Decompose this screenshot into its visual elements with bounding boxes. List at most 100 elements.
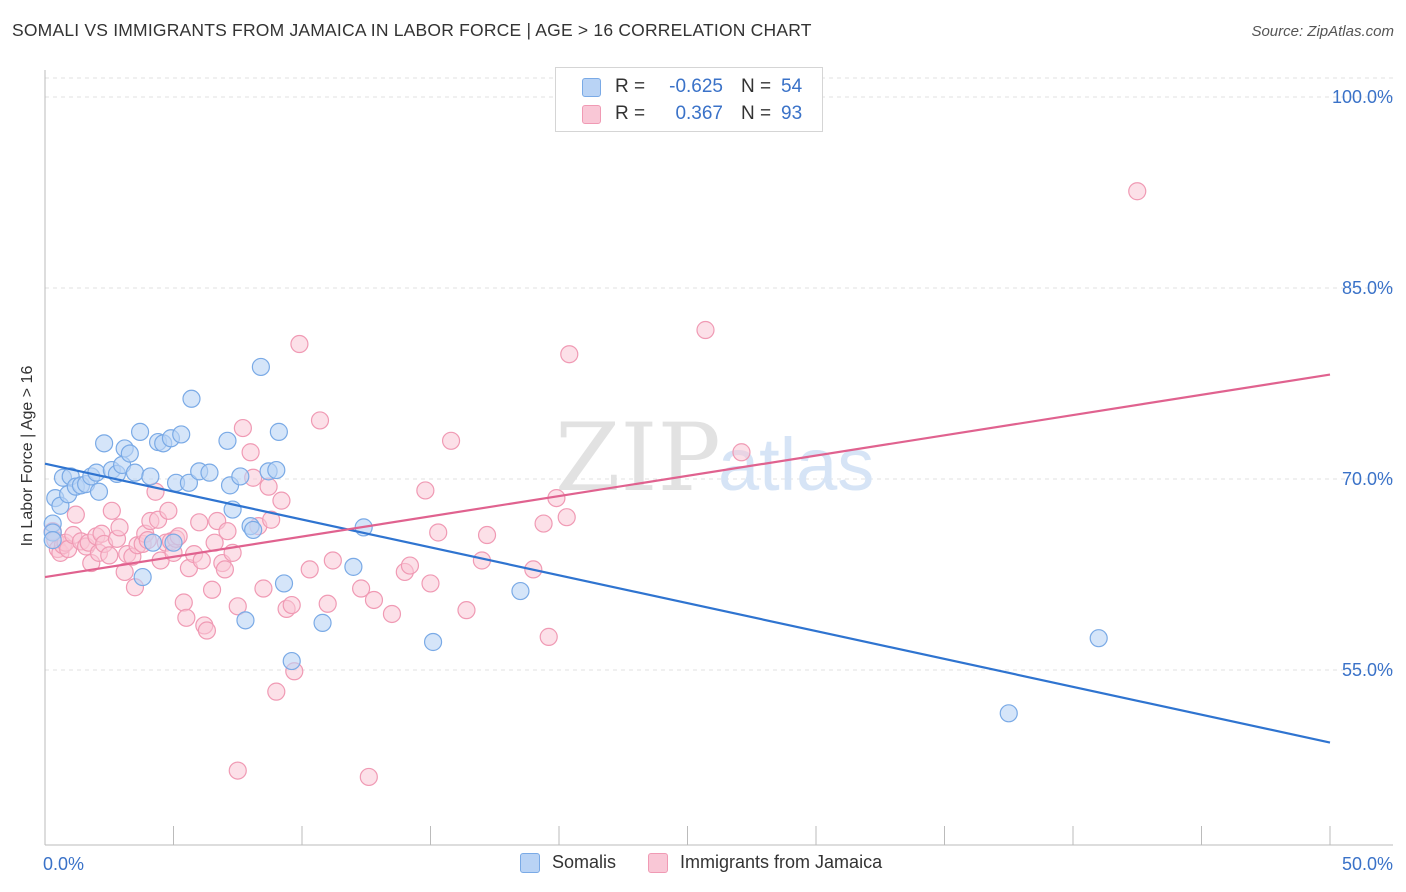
watermark-atlas: atlas <box>718 423 874 506</box>
jamaica-swatch <box>582 104 601 124</box>
jamaica-point <box>262 510 281 529</box>
gridlines <box>45 77 1393 671</box>
somalis-point <box>133 567 152 587</box>
axes <box>44 70 1393 846</box>
jamaica-point <box>202 580 222 599</box>
somalis-point <box>125 463 145 482</box>
y-tick-label: 100.0% <box>1332 87 1393 107</box>
somalis-point <box>43 531 62 550</box>
somalis-point <box>120 444 139 463</box>
legend-item-jamaica[interactable]: Immigrants from Jamaica <box>648 852 882 873</box>
somalis-point <box>130 422 150 441</box>
somalis-point <box>267 460 286 480</box>
somalis-point <box>282 651 301 671</box>
jamaica-point <box>421 574 440 593</box>
somalis-legend-label: Somalis <box>552 852 617 872</box>
jamaica-point <box>416 481 435 500</box>
jamaica-point <box>259 477 278 496</box>
jamaica-point <box>282 595 301 615</box>
somalis-point <box>274 574 294 593</box>
series-legend: Somalis Immigrants from Jamaica <box>520 852 914 873</box>
jamaica-point <box>400 556 420 575</box>
somalis-point <box>179 473 199 492</box>
legend-n-label: N = <box>741 103 772 124</box>
somalis-point <box>269 422 288 441</box>
somalis-point <box>182 389 201 408</box>
somalis-point <box>172 425 191 444</box>
jamaica-point <box>66 505 85 524</box>
jamaica-point <box>159 501 178 520</box>
y-tick-label: 70.0% <box>1342 469 1393 489</box>
x-tick-label-min: 0.0% <box>43 854 84 874</box>
jamaica-point <box>272 491 291 510</box>
somalis-point <box>89 482 109 501</box>
legend-r-label: R = <box>615 103 646 124</box>
jamaica-point <box>557 508 576 527</box>
somalis-point <box>200 463 219 482</box>
somalis-point <box>999 704 1018 723</box>
y-tick-label: 55.0% <box>1342 660 1393 680</box>
jamaica-point <box>732 443 751 462</box>
jamaica-point <box>310 411 330 430</box>
jamaica-point <box>177 608 196 627</box>
tick-labels: 55.0% 70.0% 85.0% 100.0% 0.0% 50.0% <box>43 87 1393 874</box>
somalis-trend-line <box>44 462 1331 744</box>
jamaica-point <box>218 522 237 541</box>
legend-item-somalis[interactable]: Somalis <box>520 852 616 873</box>
legend-row-somalis: R = -0.625 N = 54 <box>582 74 821 100</box>
jamaica-point <box>457 601 476 620</box>
jamaica-point <box>364 590 384 610</box>
jamaica-point <box>477 525 497 545</box>
somalis-point <box>511 581 530 601</box>
jamaica-legend-swatch <box>648 852 669 873</box>
somalis-point <box>423 632 443 652</box>
jamaica-point <box>382 604 402 624</box>
chart-title: SOMALI VS IMMIGRANTS FROM JAMAICA IN LAB… <box>12 20 812 40</box>
legend-r-value-jamaica: 0.367 <box>675 103 723 124</box>
legend-n-value-jamaica: 93 <box>781 103 803 124</box>
legend-r-label: R = <box>615 76 646 97</box>
legend-r-value-somalis: -0.625 <box>669 76 723 97</box>
watermark: ZIP atlas <box>555 404 874 513</box>
somalis-point <box>344 557 363 576</box>
jamaica-point <box>110 518 129 537</box>
jamaica-legend-label: Immigrants from Jamaica <box>680 852 883 872</box>
somalis-point <box>313 613 332 632</box>
jamaica-point <box>197 621 217 640</box>
jamaica-point <box>192 551 211 570</box>
x-tick-label-max: 50.0% <box>1342 854 1393 874</box>
somalis-point <box>244 520 263 540</box>
somalis-swatch <box>582 77 601 97</box>
trend-lines <box>44 373 1331 744</box>
jamaica-point <box>190 513 209 532</box>
jamaica-point <box>100 546 119 565</box>
source-label: Source: ZipAtlas.com <box>1251 23 1394 40</box>
jamaica-point <box>441 431 461 450</box>
jamaica-point <box>215 560 234 579</box>
jamaica-point <box>290 334 309 354</box>
correlation-legend: R = -0.625 N = 54 R = 0.367 N = 93 <box>555 67 823 132</box>
somalis-point <box>218 431 237 450</box>
legend-row-jamaica: R = 0.367 N = 93 <box>582 101 821 127</box>
somalis-point <box>1089 629 1108 648</box>
jamaica-point <box>267 682 286 701</box>
jamaica-point <box>1128 182 1147 201</box>
jamaica-trend-line <box>44 373 1331 579</box>
jamaica-point <box>318 594 337 613</box>
jamaica-point <box>429 523 448 542</box>
jamaica-point <box>228 597 247 616</box>
y-axis-label: In Labor Force | Age > 16 <box>19 365 36 547</box>
somalis-point <box>251 357 270 377</box>
jamaica-point <box>323 551 342 570</box>
somalis-legend-swatch <box>520 852 540 873</box>
watermark-zip: ZIP <box>555 404 721 513</box>
jamaica-point <box>352 579 371 598</box>
jamaica-point <box>539 627 558 646</box>
jamaica-point <box>241 443 260 462</box>
jamaica-point <box>228 761 247 780</box>
y-tick-label: 85.0% <box>1342 278 1393 298</box>
somalis-point <box>143 533 163 552</box>
jamaica-point <box>560 345 579 364</box>
somalis-point <box>231 467 250 486</box>
